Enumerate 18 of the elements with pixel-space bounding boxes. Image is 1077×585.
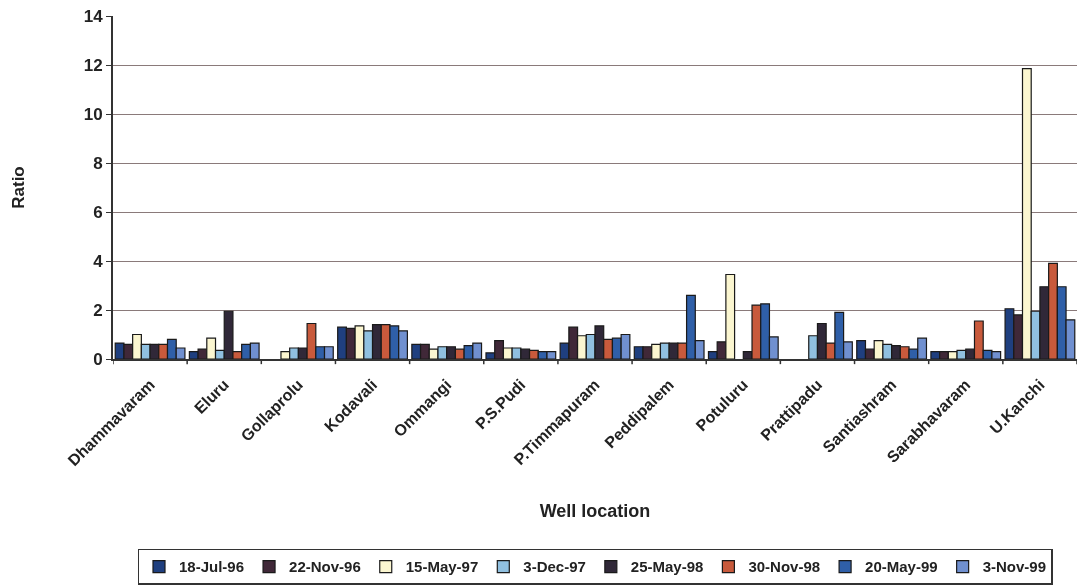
legend-label: 30-Nov-98 [748, 558, 821, 576]
legend-label: 15-May-97 [405, 558, 479, 576]
legend-label: 3-Dec-97 [523, 558, 586, 576]
legend-label: 22-Nov-96 [289, 558, 361, 576]
y-tick-label: 14 [83, 6, 104, 26]
y-tick-label: 0 [93, 349, 103, 369]
y-tick-label: 4 [93, 251, 104, 271]
y-tick-label: 10 [83, 104, 103, 124]
y-tick-label: 6 [93, 202, 103, 222]
legend-label: 25-May-98 [630, 558, 704, 576]
y-tick-label: 8 [93, 153, 103, 173]
y-tick-label: 2 [93, 300, 103, 320]
legend-label: 18-Jul-96 [179, 558, 245, 576]
legend-label: 3-Nov-99 [982, 558, 1046, 576]
y-axis-title: Ratio [8, 166, 28, 209]
legend-label: 20-May-99 [865, 558, 938, 576]
y-tick-label: 12 [83, 55, 103, 75]
x-axis-title: Well location [539, 500, 651, 521]
